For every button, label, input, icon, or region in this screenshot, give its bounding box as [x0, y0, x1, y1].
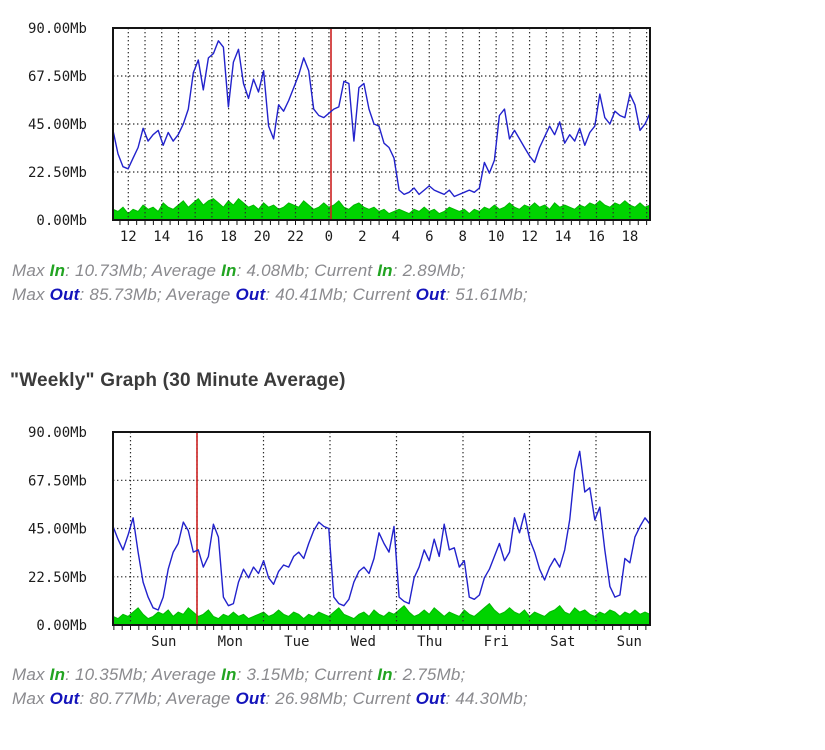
- stats-text: : 2.75Mb;: [392, 665, 466, 684]
- x-axis-labels: Sun Mon Tue Wed Thu Fri Sat Sun: [151, 634, 642, 650]
- x-axis-label: Tue: [284, 634, 309, 650]
- x-axis-label: Sun: [151, 634, 176, 650]
- x-axis-label: 16: [187, 229, 204, 245]
- stats-in-label: In: [49, 261, 66, 280]
- y-axis-label: 45.00Mb: [28, 117, 87, 133]
- x-axis-label: 12: [521, 229, 538, 245]
- stats-text: : 10.35Mb; Average: [65, 665, 222, 684]
- stats-text: Max: [12, 285, 50, 304]
- stats-text: : 44.30Mb;: [445, 689, 528, 708]
- stats-in-label: In: [221, 665, 237, 684]
- out-traffic-line: [112, 40, 651, 198]
- x-axis-label: Thu: [417, 634, 442, 650]
- y-axis-label: 67.50Mb: [28, 473, 87, 489]
- in-traffic-area: [112, 602, 651, 626]
- stats-out-label: Out: [49, 689, 80, 708]
- stats-text: : 2.89Mb;: [392, 261, 466, 280]
- stats-text: : 10.73Mb; Average: [65, 261, 222, 280]
- stats-out-label: Out: [415, 689, 446, 708]
- x-axis-label: 10: [488, 229, 505, 245]
- x-axis-label: 12: [120, 229, 137, 245]
- stats-in-label: In: [377, 665, 393, 684]
- y-axis-label: 22.50Mb: [28, 570, 87, 586]
- stats-text: : 85.73Mb; Average: [79, 285, 236, 304]
- weekly-stats-in-line: Max In: 10.35Mb; Average In: 3.15Mb; Cur…: [12, 663, 528, 687]
- stats-in-label: In: [377, 261, 393, 280]
- stats-text: Max: [12, 689, 50, 708]
- daily-stats-out-line: Max Out: 85.73Mb; Average Out: 40.41Mb; …: [12, 283, 528, 307]
- x-axis-label: 6: [425, 229, 433, 245]
- in-traffic-area: [112, 197, 651, 221]
- x-axis-label: 0: [325, 229, 333, 245]
- weekly-traffic-graph: 90.00Mb 67.50Mb 45.00Mb 22.50Mb 0.00Mb Sun Mon…: [28, 425, 651, 650]
- stats-out-label: Out: [415, 285, 446, 304]
- stats-in-label: In: [49, 665, 66, 684]
- x-axis-labels: 12 14 16 18 20 22 0 2 4 6 8 10 12 14 16 18: [120, 229, 638, 245]
- stats-text: : 80.77Mb; Average: [79, 689, 236, 708]
- y-axis-label: 67.50Mb: [28, 69, 87, 85]
- stats-text: : 4.08Mb; Current: [236, 261, 378, 280]
- stats-out-label: Out: [49, 285, 80, 304]
- stats-text: Max: [12, 665, 50, 684]
- x-axis-label: Sun: [617, 634, 642, 650]
- x-axis-label: 16: [588, 229, 605, 245]
- y-axis-labels: 90.00Mb 67.50Mb 45.00Mb 22.50Mb 0.00Mb: [28, 425, 87, 634]
- y-axis-labels: 90.00Mb 67.50Mb 45.00Mb 22.50Mb 0.00Mb: [28, 21, 87, 229]
- y-axis-label: 90.00Mb: [28, 21, 87, 37]
- out-traffic-line: [112, 450, 651, 611]
- y-axis-label: 22.50Mb: [28, 165, 87, 181]
- x-axis-label: Sat: [550, 634, 575, 650]
- weekly-stats: Max In: 10.35Mb; Average In: 3.15Mb; Cur…: [12, 663, 528, 711]
- x-axis-label: 22: [287, 229, 304, 245]
- daily-stats-in-line: Max In: 10.73Mb; Average In: 4.08Mb; Cur…: [12, 259, 528, 283]
- x-axis-label: 4: [392, 229, 400, 245]
- stats-out-label: Out: [235, 689, 266, 708]
- axis-ticks: [113, 626, 647, 630]
- grid-lines: [113, 432, 650, 625]
- x-axis-label: 20: [254, 229, 271, 245]
- stats-text: Max: [12, 261, 50, 280]
- weekly-graph-heading: "Weekly" Graph (30 Minute Average): [10, 370, 346, 391]
- x-axis-label: Fri: [484, 634, 509, 650]
- x-axis-label: 18: [220, 229, 237, 245]
- axis-ticks: [119, 221, 648, 225]
- y-axis-label: 0.00Mb: [36, 618, 87, 634]
- x-axis-label: Mon: [218, 634, 243, 650]
- stats-out-label: Out: [235, 285, 266, 304]
- x-axis-label: 18: [621, 229, 638, 245]
- stats-text: : 51.61Mb;: [445, 285, 528, 304]
- x-axis-label: Wed: [351, 634, 376, 650]
- stats-text: : 3.15Mb; Current: [236, 665, 378, 684]
- plot-frame: [112, 431, 651, 626]
- grid-lines: [113, 28, 650, 220]
- daily-traffic-graph: 90.00Mb 67.50Mb 45.00Mb 22.50Mb 0.00Mb 12 14 16…: [28, 21, 651, 245]
- y-axis-label: 90.00Mb: [28, 425, 87, 441]
- plot-frame: [112, 27, 651, 221]
- x-axis-label: 14: [153, 229, 170, 245]
- stats-text: : 26.98Mb; Current: [265, 689, 416, 708]
- x-axis-label: 8: [458, 229, 466, 245]
- y-axis-label: 0.00Mb: [36, 213, 87, 229]
- x-axis-label: 2: [358, 229, 366, 245]
- stats-text: : 40.41Mb; Current: [265, 285, 416, 304]
- y-axis-label: 45.00Mb: [28, 522, 87, 538]
- weekly-stats-out-line: Max Out: 80.77Mb; Average Out: 26.98Mb; …: [12, 687, 528, 711]
- x-axis-label: 14: [555, 229, 572, 245]
- daily-stats: Max In: 10.73Mb; Average In: 4.08Mb; Cur…: [12, 259, 528, 307]
- stats-in-label: In: [221, 261, 237, 280]
